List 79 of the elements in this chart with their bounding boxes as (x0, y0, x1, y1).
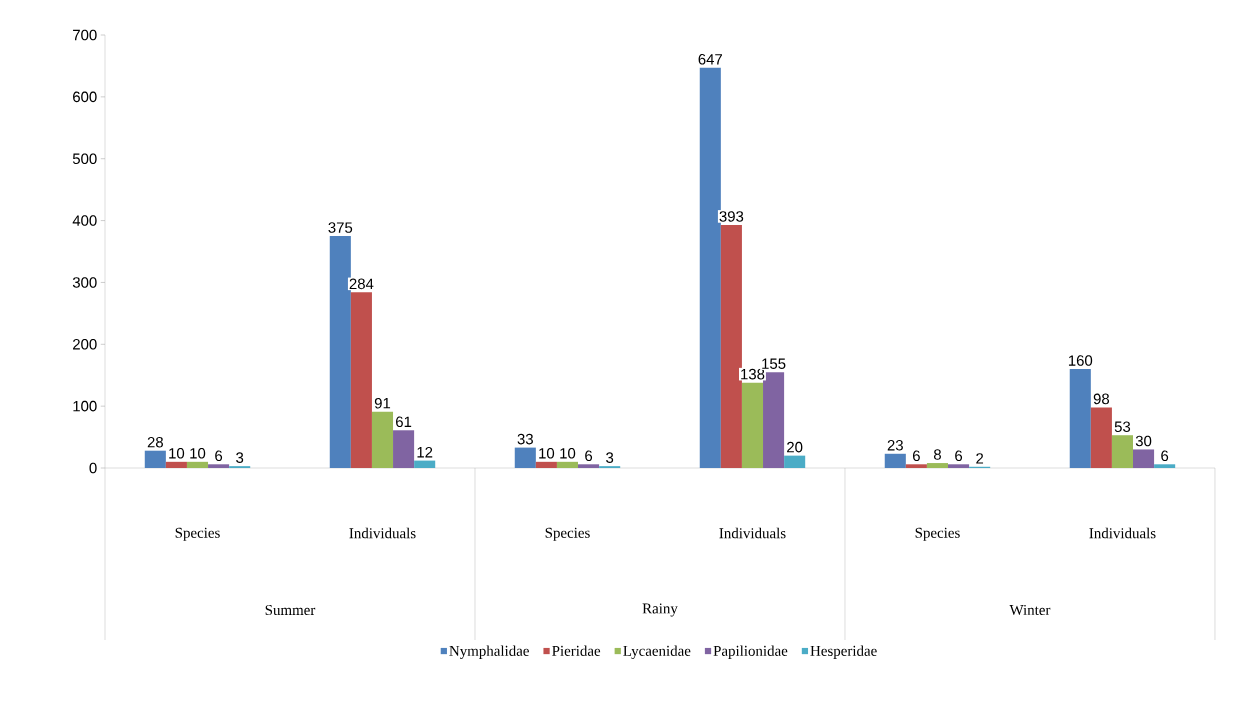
legend-label: Papilionidae (713, 645, 788, 659)
data-label: 6 (912, 450, 920, 462)
data-label: 2 (976, 453, 984, 464)
bar (948, 464, 970, 469)
bar (1154, 464, 1176, 469)
bar (784, 455, 806, 469)
bar (1133, 449, 1155, 469)
data-label: 375 (328, 222, 353, 233)
data-label: 6 (1161, 450, 1169, 462)
data-label: 23 (887, 440, 903, 451)
x-tick-label: Individuals (349, 527, 416, 539)
data-label: 284 (349, 278, 374, 290)
data-label: 647 (698, 54, 723, 65)
legend-label: Hesperidae (810, 645, 877, 659)
data-label: 20 (787, 441, 803, 453)
x-tick-label: Species (175, 527, 220, 541)
bar (884, 453, 906, 469)
data-label: 12 (417, 446, 433, 458)
bar (1069, 369, 1091, 469)
x-tick-label: Individuals (1089, 527, 1156, 539)
bar (208, 464, 230, 469)
bar (186, 461, 209, 469)
data-label: 53 (1114, 421, 1131, 433)
y-tick-label: 500 (72, 153, 97, 165)
data-label: 61 (396, 416, 412, 428)
data-label: 138 (741, 368, 765, 380)
bar (699, 67, 721, 469)
data-label: 28 (147, 436, 163, 448)
y-tick-label: 0 (89, 462, 97, 474)
bar (329, 236, 351, 469)
legend-label: Lycaenidae (623, 645, 691, 659)
data-label: 10 (169, 448, 185, 459)
y-tick-label: 600 (73, 91, 97, 103)
bar (514, 447, 536, 469)
data-label: 33 (517, 433, 533, 445)
data-label: 3 (236, 452, 244, 463)
data-label: 10 (190, 448, 206, 459)
data-label: 6 (585, 450, 593, 462)
y-tick-label: 200 (73, 339, 97, 350)
y-tick-label: 700 (73, 29, 97, 41)
text: Winter (1009, 604, 1051, 616)
x-tick-label: Species (545, 527, 590, 541)
bar (741, 382, 764, 469)
data-label: 6 (215, 450, 223, 462)
data-label: 160 (1068, 355, 1093, 366)
bar (578, 464, 600, 469)
text: Summer (265, 604, 316, 616)
x-tick-label: Species (915, 527, 960, 541)
bar (1090, 407, 1112, 469)
bar (144, 450, 166, 469)
bar (720, 224, 742, 469)
y-tick-label: 300 (72, 277, 97, 288)
bar (414, 460, 436, 469)
bar (905, 464, 927, 469)
legend-label: Nymphalidae (449, 645, 529, 659)
bar (535, 461, 557, 469)
y-tick-label: 100 (73, 400, 97, 412)
data-label: 155 (762, 358, 786, 369)
data-label: 98 (1093, 393, 1110, 405)
data-label: 30 (1135, 435, 1152, 447)
bar (556, 461, 579, 469)
bar (763, 372, 785, 469)
y-tick-label: 400 (72, 215, 97, 226)
data-label: 10 (539, 448, 555, 459)
data-label: 393 (719, 211, 744, 222)
x-tick-label: Individuals (719, 527, 786, 539)
data-label: 6 (955, 450, 963, 462)
bar (926, 463, 949, 469)
text: Rainy (642, 603, 678, 617)
bar (350, 292, 372, 469)
data-label: 10 (560, 448, 576, 459)
bar (371, 411, 394, 469)
data-label: 91 (374, 397, 391, 409)
bar (1111, 435, 1134, 469)
bar (393, 430, 415, 469)
legend-label: Pieridae (552, 645, 601, 656)
bar (165, 461, 187, 469)
data-label: 3 (606, 452, 614, 463)
data-label: 8 (933, 449, 941, 460)
